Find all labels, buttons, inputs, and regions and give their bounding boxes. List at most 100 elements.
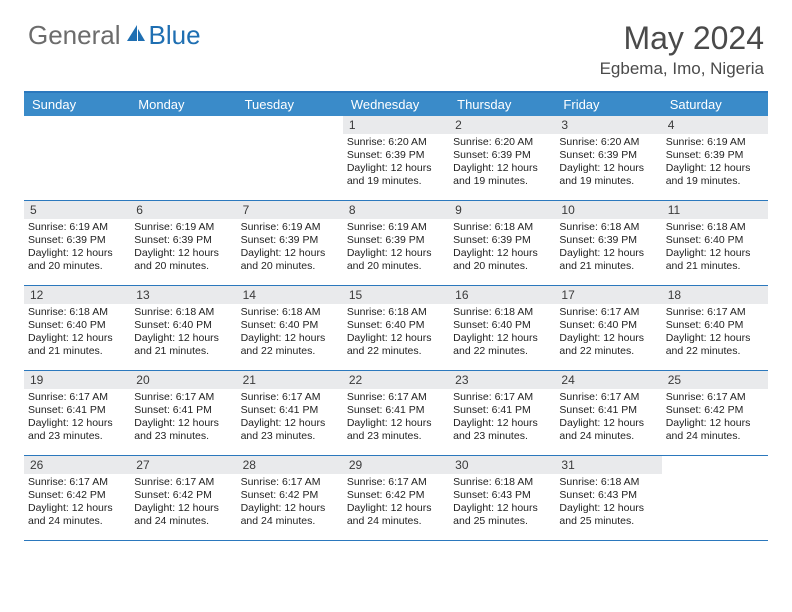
- day-details: Sunrise: 6:18 AMSunset: 6:39 PMDaylight:…: [449, 219, 555, 278]
- day-cell: 15Sunrise: 6:18 AMSunset: 6:40 PMDayligh…: [343, 286, 449, 370]
- daylight-line: Daylight: 12 hours and 20 minutes.: [28, 247, 126, 273]
- sunset-line: Sunset: 6:40 PM: [666, 234, 764, 247]
- sunset-line: Sunset: 6:42 PM: [241, 489, 339, 502]
- sunset-line: Sunset: 6:40 PM: [559, 319, 657, 332]
- daylight-line: Daylight: 12 hours and 25 minutes.: [559, 502, 657, 528]
- day-details: Sunrise: 6:17 AMSunset: 6:42 PMDaylight:…: [237, 474, 343, 533]
- sunrise-line: Sunrise: 6:17 AM: [666, 391, 764, 404]
- sunset-line: Sunset: 6:40 PM: [134, 319, 232, 332]
- day-number: 16: [449, 286, 555, 304]
- week-row: 1Sunrise: 6:20 AMSunset: 6:39 PMDaylight…: [24, 116, 768, 201]
- day-details: Sunrise: 6:18 AMSunset: 6:40 PMDaylight:…: [343, 304, 449, 363]
- day-details: Sunrise: 6:17 AMSunset: 6:42 PMDaylight:…: [130, 474, 236, 533]
- day-cell: 25Sunrise: 6:17 AMSunset: 6:42 PMDayligh…: [662, 371, 768, 455]
- day-cell: 18Sunrise: 6:17 AMSunset: 6:40 PMDayligh…: [662, 286, 768, 370]
- daylight-line: Daylight: 12 hours and 23 minutes.: [453, 417, 551, 443]
- day-details: Sunrise: 6:19 AMSunset: 6:39 PMDaylight:…: [130, 219, 236, 278]
- day-number: 1: [343, 116, 449, 134]
- day-cell: [130, 116, 236, 200]
- sunset-line: Sunset: 6:39 PM: [134, 234, 232, 247]
- daylight-line: Daylight: 12 hours and 19 minutes.: [559, 162, 657, 188]
- sunset-line: Sunset: 6:42 PM: [134, 489, 232, 502]
- day-cell: 26Sunrise: 6:17 AMSunset: 6:42 PMDayligh…: [24, 456, 130, 540]
- day-cell: 4Sunrise: 6:19 AMSunset: 6:39 PMDaylight…: [662, 116, 768, 200]
- week-row: 26Sunrise: 6:17 AMSunset: 6:42 PMDayligh…: [24, 456, 768, 541]
- day-details: Sunrise: 6:19 AMSunset: 6:39 PMDaylight:…: [24, 219, 130, 278]
- day-cell: 8Sunrise: 6:19 AMSunset: 6:39 PMDaylight…: [343, 201, 449, 285]
- day-details: Sunrise: 6:18 AMSunset: 6:40 PMDaylight:…: [662, 219, 768, 278]
- day-cell: 12Sunrise: 6:18 AMSunset: 6:40 PMDayligh…: [24, 286, 130, 370]
- day-number: 5: [24, 201, 130, 219]
- sunset-line: Sunset: 6:42 PM: [666, 404, 764, 417]
- day-cell: 16Sunrise: 6:18 AMSunset: 6:40 PMDayligh…: [449, 286, 555, 370]
- month-title: May 2024: [600, 20, 764, 57]
- day-details: Sunrise: 6:17 AMSunset: 6:41 PMDaylight:…: [237, 389, 343, 448]
- day-number: [237, 116, 343, 120]
- day-number: 20: [130, 371, 236, 389]
- day-cell: 19Sunrise: 6:17 AMSunset: 6:41 PMDayligh…: [24, 371, 130, 455]
- day-cell: [237, 116, 343, 200]
- day-number: 31: [555, 456, 661, 474]
- day-details: Sunrise: 6:17 AMSunset: 6:40 PMDaylight:…: [555, 304, 661, 363]
- week-row: 12Sunrise: 6:18 AMSunset: 6:40 PMDayligh…: [24, 286, 768, 371]
- sunrise-line: Sunrise: 6:17 AM: [347, 476, 445, 489]
- day-cell: 30Sunrise: 6:18 AMSunset: 6:43 PMDayligh…: [449, 456, 555, 540]
- day-number: 29: [343, 456, 449, 474]
- header: General Blue May 2024 Egbema, Imo, Niger…: [0, 0, 792, 87]
- daylight-line: Daylight: 12 hours and 23 minutes.: [347, 417, 445, 443]
- day-number: 21: [237, 371, 343, 389]
- logo-text-blue: Blue: [149, 20, 201, 51]
- sunset-line: Sunset: 6:42 PM: [28, 489, 126, 502]
- day-cell: 2Sunrise: 6:20 AMSunset: 6:39 PMDaylight…: [449, 116, 555, 200]
- day-cell: 5Sunrise: 6:19 AMSunset: 6:39 PMDaylight…: [24, 201, 130, 285]
- sunrise-line: Sunrise: 6:20 AM: [559, 136, 657, 149]
- daylight-line: Daylight: 12 hours and 20 minutes.: [347, 247, 445, 273]
- day-header-cell: Sunday: [24, 93, 130, 116]
- sunset-line: Sunset: 6:40 PM: [666, 319, 764, 332]
- day-details: Sunrise: 6:20 AMSunset: 6:39 PMDaylight:…: [343, 134, 449, 193]
- daylight-line: Daylight: 12 hours and 24 minutes.: [28, 502, 126, 528]
- daylight-line: Daylight: 12 hours and 25 minutes.: [453, 502, 551, 528]
- day-number: 26: [24, 456, 130, 474]
- day-details: Sunrise: 6:17 AMSunset: 6:40 PMDaylight:…: [662, 304, 768, 363]
- sunrise-line: Sunrise: 6:17 AM: [134, 476, 232, 489]
- day-cell: [24, 116, 130, 200]
- day-number: 7: [237, 201, 343, 219]
- day-details: Sunrise: 6:17 AMSunset: 6:41 PMDaylight:…: [130, 389, 236, 448]
- day-number: 4: [662, 116, 768, 134]
- daylight-line: Daylight: 12 hours and 24 minutes.: [347, 502, 445, 528]
- daylight-line: Daylight: 12 hours and 23 minutes.: [28, 417, 126, 443]
- daylight-line: Daylight: 12 hours and 21 minutes.: [28, 332, 126, 358]
- sunrise-line: Sunrise: 6:17 AM: [241, 476, 339, 489]
- day-details: Sunrise: 6:18 AMSunset: 6:40 PMDaylight:…: [130, 304, 236, 363]
- day-details: Sunrise: 6:17 AMSunset: 6:41 PMDaylight:…: [24, 389, 130, 448]
- daylight-line: Daylight: 12 hours and 20 minutes.: [453, 247, 551, 273]
- day-cell: 10Sunrise: 6:18 AMSunset: 6:39 PMDayligh…: [555, 201, 661, 285]
- day-cell: 21Sunrise: 6:17 AMSunset: 6:41 PMDayligh…: [237, 371, 343, 455]
- day-details: Sunrise: 6:18 AMSunset: 6:40 PMDaylight:…: [449, 304, 555, 363]
- day-details: Sunrise: 6:18 AMSunset: 6:40 PMDaylight:…: [237, 304, 343, 363]
- sunrise-line: Sunrise: 6:18 AM: [453, 476, 551, 489]
- day-number: [24, 116, 130, 120]
- day-header-cell: Tuesday: [237, 93, 343, 116]
- sunrise-line: Sunrise: 6:17 AM: [559, 391, 657, 404]
- location-text: Egbema, Imo, Nigeria: [600, 59, 764, 79]
- sunset-line: Sunset: 6:41 PM: [559, 404, 657, 417]
- sail-icon: [125, 23, 147, 48]
- day-number: 9: [449, 201, 555, 219]
- sunrise-line: Sunrise: 6:19 AM: [347, 221, 445, 234]
- day-details: Sunrise: 6:17 AMSunset: 6:42 PMDaylight:…: [343, 474, 449, 533]
- day-details: Sunrise: 6:20 AMSunset: 6:39 PMDaylight:…: [449, 134, 555, 193]
- sunset-line: Sunset: 6:42 PM: [347, 489, 445, 502]
- day-cell: 6Sunrise: 6:19 AMSunset: 6:39 PMDaylight…: [130, 201, 236, 285]
- sunrise-line: Sunrise: 6:17 AM: [559, 306, 657, 319]
- sunset-line: Sunset: 6:39 PM: [28, 234, 126, 247]
- day-cell: 29Sunrise: 6:17 AMSunset: 6:42 PMDayligh…: [343, 456, 449, 540]
- daylight-line: Daylight: 12 hours and 19 minutes.: [453, 162, 551, 188]
- sunset-line: Sunset: 6:41 PM: [241, 404, 339, 417]
- day-cell: 20Sunrise: 6:17 AMSunset: 6:41 PMDayligh…: [130, 371, 236, 455]
- day-header-cell: Friday: [555, 93, 661, 116]
- day-number: 27: [130, 456, 236, 474]
- day-number: 25: [662, 371, 768, 389]
- sunrise-line: Sunrise: 6:18 AM: [453, 306, 551, 319]
